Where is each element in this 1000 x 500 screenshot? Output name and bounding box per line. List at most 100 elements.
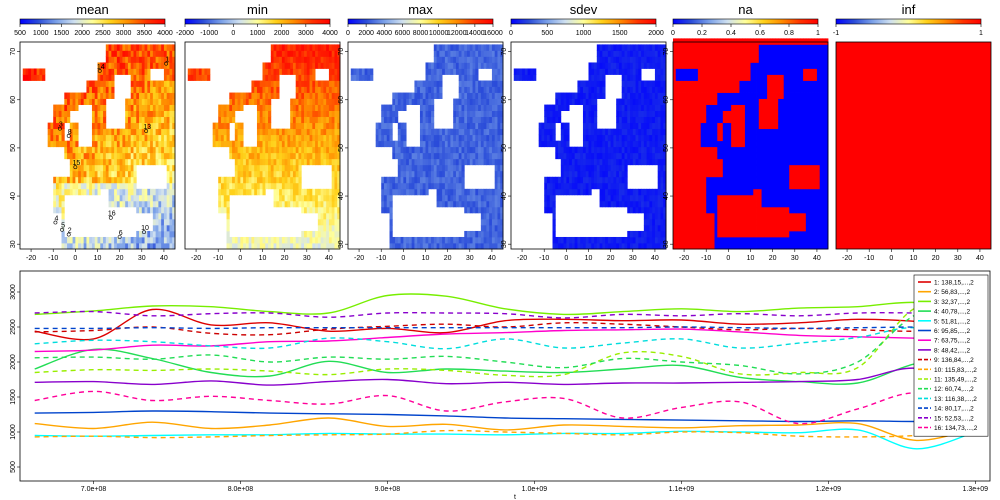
map-cell [406,98,410,105]
map-cell [256,182,261,190]
map-cell [632,206,636,214]
map-cell [163,212,168,220]
map-cell [166,170,170,178]
map-cell [660,200,664,208]
map-cell [602,242,606,250]
map-cell [675,68,679,75]
map-cell [500,92,504,99]
map-cell [681,116,685,124]
map-cell [436,50,440,57]
map-ytick-label: 70 [338,48,345,56]
map-cell [411,170,415,178]
map-cell [408,176,413,184]
map-cell [686,116,691,124]
map-cell [262,236,266,244]
map-cell [91,170,96,178]
map-cell [433,128,437,136]
map-cell [686,134,691,142]
map-cell [632,68,636,75]
map-cell [654,230,659,238]
map-cell [306,152,310,160]
map-cell [212,140,216,148]
map-cell [150,56,154,63]
map-cell [695,80,699,87]
map-cell [312,56,316,63]
map-cell [125,98,129,105]
map-cell [97,170,101,178]
map-cell [703,212,707,220]
map-cell [61,128,65,136]
map-cell [577,182,581,190]
map-cell [397,242,401,250]
map-cell [461,44,465,51]
map-cell [122,50,126,57]
map-cell [406,158,410,166]
map-cell [433,158,437,166]
map-cell [166,146,170,154]
map-cell [259,134,263,142]
map-cell [632,116,636,124]
map-cell [552,134,556,142]
map-cell [560,146,564,154]
map-cell [585,158,589,166]
map-cell [136,62,140,69]
map-cell [279,44,283,51]
map-cell [725,224,729,232]
map-cell [594,182,598,190]
map-cell [494,68,498,75]
map-cell [643,200,648,208]
map-cell [243,146,247,154]
map-cell [436,134,440,142]
map-cell [453,134,457,142]
map-cell [663,74,667,81]
map-cell [220,110,225,118]
map-cell [714,110,718,118]
map-cell [552,188,556,196]
map-cell [94,86,98,93]
map-cell [643,128,648,136]
map-cell [268,86,272,93]
map-cell [480,140,485,148]
map-cell [494,176,498,184]
map-cell [334,122,338,130]
map-cell [491,92,496,99]
map-cell [317,230,322,238]
map-cell [538,140,542,148]
map-cell [270,158,274,166]
map-cell [497,68,501,75]
map-cell [585,242,589,250]
map-cell [136,230,140,238]
map-cell [276,128,280,136]
map-cell [472,56,476,63]
map-cell [298,86,302,93]
map-cell [53,134,57,142]
map-cell [442,146,446,154]
map-cell [657,62,661,69]
map-cell [262,182,266,190]
map-cell [422,80,426,87]
map-cell [635,116,639,124]
map-cell [552,200,556,208]
map-cell [309,146,313,154]
map-cell [89,146,93,154]
map-cell [425,236,429,244]
map-cell [108,50,112,57]
map-cell [594,122,598,130]
map-cell [630,128,634,136]
map-cell [500,206,504,214]
map-cell [450,164,454,172]
map-cell [240,134,244,142]
map-cell [337,158,341,166]
map-cell [566,152,570,160]
map-cell [621,236,625,244]
map-cell [558,182,562,190]
map-cell [100,80,104,87]
map-cell [630,122,634,130]
map-cell [700,62,704,69]
map-cell [607,140,612,148]
map-cell [414,236,418,244]
map-cell [711,158,715,166]
map-cell [663,140,667,148]
map-cell [67,104,71,111]
map-cell [673,56,677,63]
